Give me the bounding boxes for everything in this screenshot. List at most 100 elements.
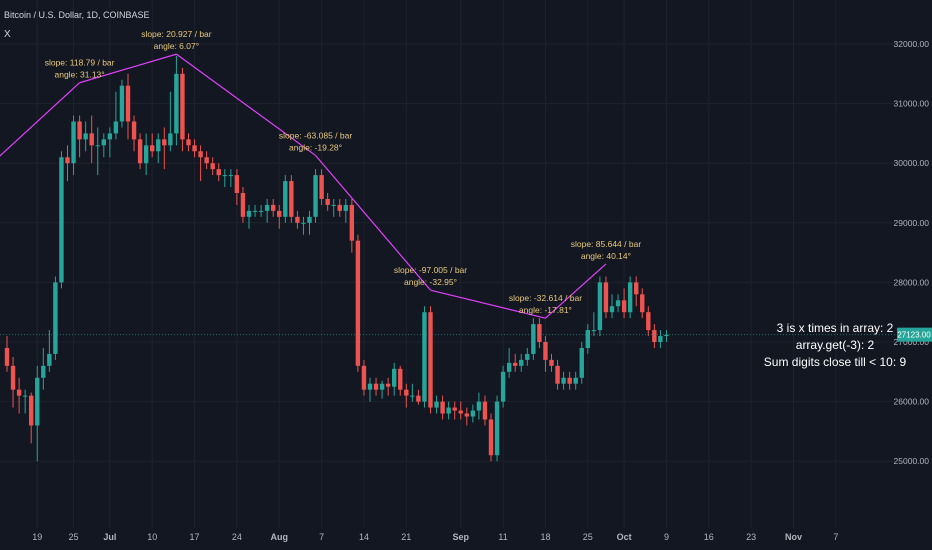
time-tick-label: Oct [617,532,632,542]
candle-down [416,395,421,402]
candle-down [204,157,209,164]
candle-up [101,139,106,146]
candle-up [434,401,439,408]
candle-down [646,312,651,331]
time-tick-label: 25 [69,532,79,542]
candle-up [143,145,149,164]
time-tick-label: 9 [664,532,669,542]
price-tick-label: 29000.00 [894,218,930,228]
candle-down [567,377,572,384]
candle-down [10,365,16,390]
candle-up [301,222,306,224]
zigzag-lines [0,53,607,319]
candle-down [137,139,143,164]
annotation-slope: slope: 20.927 / bar [141,29,212,39]
candle-down [452,407,457,411]
candle-up [41,365,46,378]
candle-down [621,300,627,313]
candle-up [609,306,615,313]
candle-down [89,133,94,146]
time-tick-label: 7 [833,532,838,542]
candle-down [458,410,463,414]
time-tick-label: 16 [704,532,714,542]
candle-down [295,216,300,223]
candle-down [216,169,221,176]
time-axis[interactable]: 121925Jul101724Aug71421Sep111825Oct91623… [0,532,838,542]
symbol-title[interactable]: Bitcoin / U.S. Dollar, 1D, COINBASE [4,10,150,20]
annotation-slope: slope: -63.085 / bar [279,130,352,140]
candle-up [615,300,621,307]
candle-down [271,204,276,211]
candle-down [555,365,560,384]
candle-down [77,121,82,140]
candle-up [47,353,52,366]
zigzag-segment [430,289,546,319]
annotation-slope: slope: -32.614 / bar [509,293,582,303]
candle-down [240,193,246,217]
candle-down [198,151,203,158]
candle-down [337,204,342,211]
candle-down [355,240,361,366]
candle-up [627,282,633,313]
candle-up [367,383,373,390]
info-panel: 3 is x times in array: 2 array.get(-3): … [760,320,910,371]
candle-up [252,210,258,212]
candle-down [4,347,10,366]
candle-up [264,204,270,211]
candle-up [525,353,530,360]
candle-down [162,139,167,146]
candle-down [180,73,185,140]
candle-down [488,419,494,456]
indicator-label[interactable]: X [4,29,11,40]
annotation-angle: angle: -19.28° [289,142,342,152]
candle-up [531,324,536,354]
candle-up [343,204,348,211]
candle-up [174,73,179,134]
candle-down [192,145,197,152]
candles [4,55,669,462]
candle-up [597,282,603,331]
zigzag-segment [79,53,177,84]
time-tick-label: Jul [103,532,116,542]
candle-up [258,210,264,212]
time-tick-label: 17 [190,532,200,542]
candle-up [107,133,113,140]
price-tick-label: 26000.00 [894,397,930,407]
annotation-slope: slope: -97.005 / bar [394,265,467,275]
candle-up [307,216,312,223]
candle-up [222,175,227,177]
candle-up [228,175,234,177]
time-tick-label: 24 [232,532,242,542]
candle-up [331,204,336,206]
candle-up [71,121,76,164]
price-tick-label: 31000.00 [894,99,930,109]
last-price-tag [897,327,932,342]
candle-up [422,312,427,402]
candle-up [476,401,482,411]
candle-up [585,330,590,348]
candle-up [379,383,385,390]
candle-up [313,175,318,217]
candle-up [591,330,597,332]
candle-down [513,362,518,366]
candle-up [664,334,669,337]
zigzag-segment [315,155,431,291]
price-axis[interactable]: 32000.00 31000.00 30000.00 29000.00 28000.00… [0,39,932,466]
time-tick-label: 14 [359,532,369,542]
candle-down [131,121,137,140]
candle-down [603,282,609,313]
candle-up [113,121,119,134]
candle-up [470,410,476,417]
annotation-slope: slope: 85.644 / bar [571,239,642,249]
price-tick-label: 32000.00 [894,39,930,49]
candle-down [428,312,433,408]
candle-up [283,181,288,217]
candle-up [519,359,524,366]
time-tick-label: Sep [452,532,469,542]
candle-up [246,210,252,217]
annotation-angle: angle: 31.13° [54,70,104,80]
time-tick-label: 18 [540,532,550,542]
candle-down [652,330,657,342]
chart-grid [0,0,895,528]
